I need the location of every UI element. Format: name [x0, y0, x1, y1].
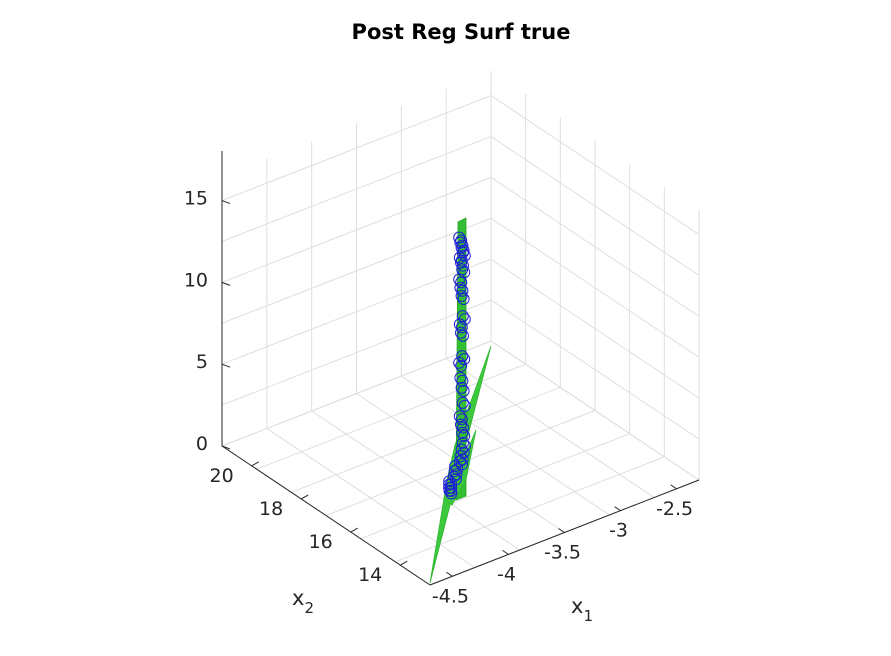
data-point — [456, 426, 469, 439]
data-point — [453, 251, 466, 264]
floor-gridline — [445, 358, 655, 498]
data-point — [455, 326, 467, 339]
data-point — [456, 396, 469, 409]
x1-tick-label: -4.5 — [432, 585, 469, 607]
z-tick-label: 0 — [196, 433, 208, 455]
floor-gridline — [401, 375, 610, 516]
data-point — [457, 421, 469, 434]
wall-gridline — [221, 340, 700, 481]
data-point — [455, 413, 468, 426]
data-point — [443, 484, 456, 497]
data-point — [458, 399, 471, 412]
z-tick-label: 15 — [184, 188, 208, 210]
x1-tick-mark — [502, 549, 509, 555]
data-point — [443, 478, 456, 491]
marker-layer — [443, 231, 471, 500]
z-tick-mark — [221, 200, 231, 205]
data-point — [456, 453, 469, 466]
data-point — [458, 439, 471, 452]
z-tick-mark — [221, 281, 231, 286]
data-point — [455, 381, 468, 394]
wall-gridline — [221, 176, 700, 317]
x2-axis-line — [221, 445, 431, 586]
data-point — [458, 429, 471, 442]
z-tick-label: 5 — [196, 351, 208, 373]
wall-gridline — [221, 135, 700, 276]
x1-tick-label: -3 — [609, 520, 628, 542]
x1-axis-label: x1 — [571, 594, 593, 625]
data-point — [455, 359, 468, 372]
data-point — [456, 284, 469, 297]
x1-tick-mark — [670, 484, 677, 490]
data-point — [454, 450, 467, 463]
x1-tick-mark — [446, 571, 453, 577]
data-point — [457, 384, 470, 397]
x2-tick-mark — [251, 461, 259, 467]
data-point — [453, 273, 466, 286]
wall-gridline — [221, 94, 700, 235]
chart-title: Post Reg Surf true — [352, 20, 571, 44]
x1-tick-mark — [614, 506, 621, 512]
data-point — [448, 465, 461, 478]
data-point — [453, 356, 466, 369]
data-point — [456, 350, 469, 363]
wall-gridline — [221, 258, 700, 399]
data-point — [456, 374, 469, 387]
data-point — [453, 318, 466, 331]
wall-gridline — [221, 299, 700, 440]
z-tick-mark — [221, 445, 231, 450]
data-point — [455, 321, 468, 334]
z-tick-label: 10 — [184, 269, 208, 291]
x2-tick-label: 14 — [358, 564, 382, 586]
data-point — [455, 276, 468, 289]
x2-tick-label: 18 — [259, 498, 283, 520]
data-point — [451, 463, 464, 476]
data-point — [453, 410, 466, 423]
x2-tick-mark — [300, 494, 309, 500]
x1-tick-label: -2.5 — [656, 498, 693, 520]
data-point — [455, 290, 468, 303]
data-point — [457, 293, 470, 306]
data-point — [457, 446, 470, 459]
tick-layer: 0 5 10 15 -4.5 -4 -3.5 -3 -2.5 14 16 18 20 — [184, 188, 693, 608]
x1-tick-label: -3.5 — [544, 542, 581, 564]
data-point — [457, 329, 469, 342]
data-point — [445, 487, 458, 500]
x2-tick-mark — [400, 560, 408, 566]
data-point — [443, 475, 456, 488]
x1-tick-mark — [558, 528, 565, 533]
x2-tick-label: 20 — [210, 465, 234, 487]
data-point — [454, 371, 467, 384]
data-point — [449, 460, 462, 473]
data-point — [454, 281, 467, 294]
data-point — [455, 418, 467, 431]
wall-gridline — [221, 217, 700, 358]
x2-axis-label: x2 — [292, 586, 314, 617]
data-point — [455, 241, 468, 254]
data-point — [450, 468, 463, 481]
x1-tick-label: -4 — [497, 563, 516, 585]
x2-tick-label: 16 — [309, 531, 333, 553]
x2-tick-mark — [350, 527, 359, 533]
data-point — [455, 443, 468, 456]
data-point — [456, 436, 469, 449]
z-tick-mark — [221, 363, 231, 368]
